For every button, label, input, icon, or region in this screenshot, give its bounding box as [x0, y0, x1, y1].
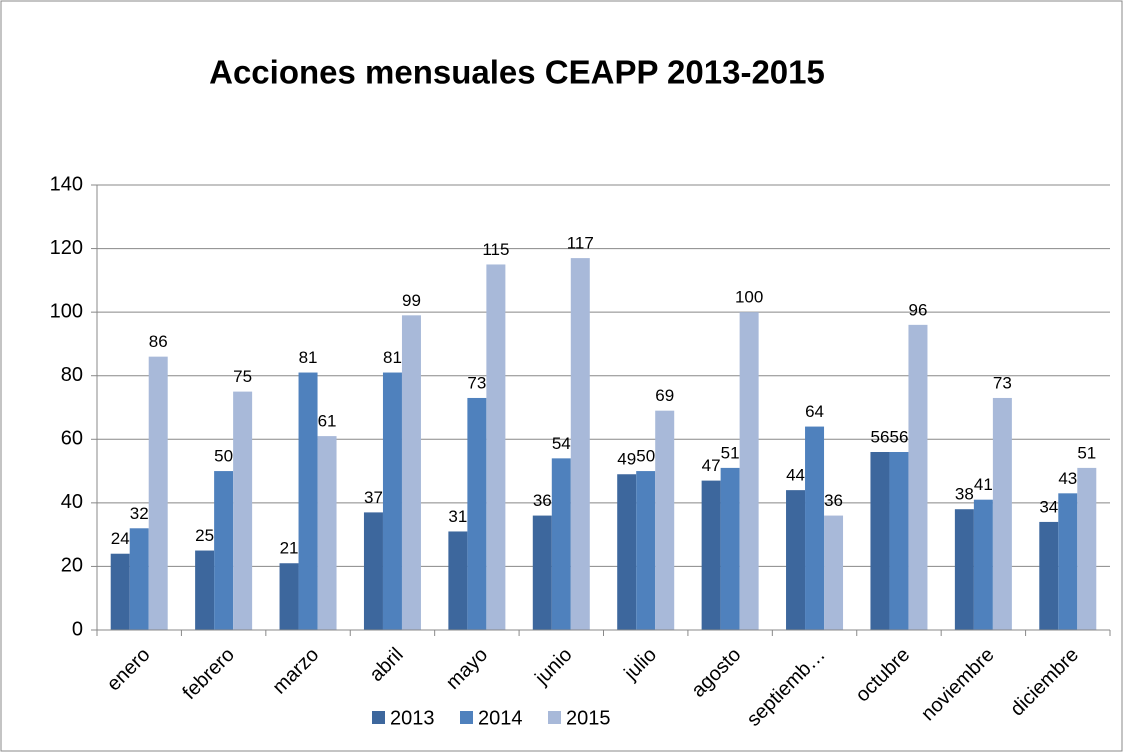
data-label: 44	[786, 466, 805, 485]
data-label: 36	[824, 491, 843, 510]
y-tick-label: 140	[50, 173, 83, 195]
y-tick-label: 0	[72, 618, 83, 640]
bar	[992, 397, 1012, 630]
data-label: 43	[1058, 469, 1077, 488]
data-label: 50	[636, 447, 655, 466]
data-label: 56	[870, 427, 889, 446]
bar	[824, 515, 844, 630]
data-label: 86	[149, 332, 168, 351]
data-label: 21	[280, 539, 299, 558]
bar	[110, 553, 130, 630]
data-label: 73	[467, 373, 486, 392]
data-label: 36	[533, 491, 552, 510]
data-label: 32	[130, 504, 149, 523]
data-label: 99	[402, 291, 421, 310]
data-label: 117	[567, 234, 594, 253]
bar	[233, 391, 253, 630]
data-label: 56	[889, 427, 908, 446]
data-label: 69	[655, 386, 674, 405]
data-label: 75	[233, 367, 252, 386]
data-label: 64	[805, 402, 824, 421]
legend-label: 2014	[478, 707, 523, 729]
bar	[786, 490, 806, 630]
bar	[279, 563, 299, 630]
bar	[954, 509, 974, 630]
data-label: 37	[364, 488, 383, 507]
bar	[448, 531, 468, 630]
bar	[1058, 493, 1078, 630]
legend-label: 2015	[566, 707, 611, 729]
data-label: 49	[617, 450, 636, 469]
bar	[129, 528, 149, 630]
data-label: 51	[721, 443, 740, 462]
data-label: 25	[195, 526, 214, 545]
data-label: 51	[1077, 443, 1096, 462]
bar	[551, 458, 571, 630]
data-label: 38	[955, 485, 974, 504]
data-label: 100	[735, 288, 763, 307]
data-label: 41	[974, 475, 993, 494]
bar	[401, 315, 421, 630]
data-label: 96	[908, 300, 927, 319]
bar	[1077, 467, 1097, 630]
bar	[298, 372, 318, 630]
bar	[382, 372, 402, 630]
bar	[363, 512, 383, 630]
bar	[889, 452, 909, 630]
bar	[701, 480, 721, 630]
bar	[148, 356, 168, 630]
chart-title: Acciones mensuales CEAPP 2013-2015	[209, 54, 825, 91]
bar	[805, 426, 825, 630]
data-label: 31	[448, 507, 467, 526]
legend-label: 2013	[390, 707, 435, 729]
legend-swatch	[372, 711, 385, 724]
y-tick-label: 100	[50, 300, 83, 322]
bar	[467, 397, 487, 630]
bar	[617, 474, 637, 630]
bar	[739, 312, 759, 630]
data-label: 50	[214, 447, 233, 466]
data-label: 34	[1039, 497, 1058, 516]
data-label: 54	[552, 434, 571, 453]
data-label: 81	[383, 348, 402, 367]
bar	[908, 324, 928, 630]
bar	[720, 467, 740, 630]
bar	[195, 550, 215, 630]
bar	[870, 452, 890, 630]
y-tick-label: 80	[61, 364, 83, 386]
legend-swatch	[460, 711, 473, 724]
data-label: 115	[482, 240, 509, 259]
legend-swatch	[548, 711, 561, 724]
data-label: 61	[318, 412, 337, 431]
data-label: 81	[299, 348, 318, 367]
bar	[655, 410, 675, 630]
data-label: 24	[111, 529, 130, 548]
bar	[973, 499, 993, 630]
y-tick-label: 20	[61, 555, 83, 577]
bar	[486, 264, 506, 630]
bar	[636, 471, 656, 630]
bar	[1039, 521, 1059, 630]
y-tick-label: 120	[50, 237, 83, 259]
bar	[532, 515, 552, 630]
data-label: 73	[993, 373, 1012, 392]
bar	[214, 471, 234, 630]
data-label: 47	[702, 456, 721, 475]
y-tick-label: 40	[61, 491, 83, 513]
y-tick-label: 60	[61, 428, 83, 450]
bar	[317, 436, 337, 630]
bar	[570, 258, 590, 630]
